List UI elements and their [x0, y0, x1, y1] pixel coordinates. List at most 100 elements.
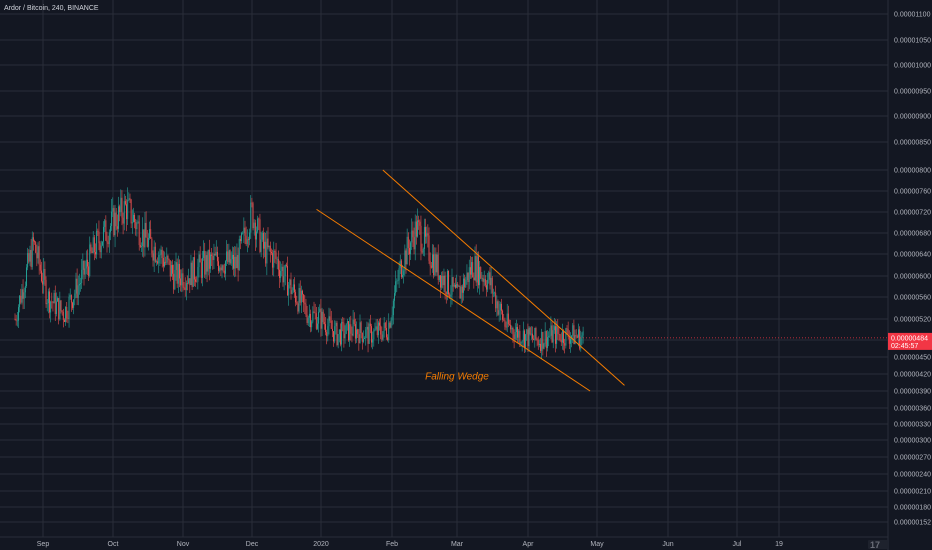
candle-body — [26, 267, 27, 287]
candle-body — [448, 270, 449, 295]
candle-body — [166, 255, 168, 263]
price-tick-label: 0.00000450 — [894, 355, 931, 362]
candle-body — [267, 238, 269, 248]
candle-body — [576, 336, 578, 338]
tradingview-logo: 17 — [868, 540, 888, 550]
candle-body — [557, 326, 559, 334]
candle-body — [92, 237, 94, 254]
price-tick-label: 0.00001000 — [894, 63, 931, 70]
candle-body — [570, 338, 571, 344]
candle-body — [203, 250, 205, 258]
trendline-lower[interactable] — [316, 208, 591, 392]
candle-body — [76, 278, 78, 298]
candle-body — [184, 287, 186, 291]
candle-body — [60, 300, 62, 311]
candle-body — [208, 249, 210, 269]
candle-body — [143, 229, 145, 248]
date-tick-label: Sep — [37, 541, 50, 548]
candle-body — [242, 232, 244, 234]
candle-body — [438, 275, 440, 280]
candle-body — [19, 295, 21, 308]
candle-body — [478, 256, 479, 286]
candle-body — [192, 257, 194, 287]
candle-body — [529, 327, 531, 335]
candle-body — [173, 273, 175, 290]
candle-body — [254, 222, 256, 240]
candle-body — [302, 290, 303, 295]
candle-body — [386, 328, 387, 338]
price-tick-label: 0.00001050 — [894, 38, 931, 45]
candle-body — [371, 326, 372, 343]
candle-body — [183, 287, 185, 289]
candle-body — [559, 334, 561, 341]
price-tick-label: 0.00000950 — [894, 89, 931, 96]
candle-body — [421, 251, 423, 253]
trendlines[interactable] — [316, 169, 625, 392]
candle-body — [142, 229, 144, 247]
candle-body — [461, 286, 463, 293]
candle-body — [392, 300, 394, 316]
candle-body — [16, 320, 18, 322]
candle-body — [99, 243, 101, 253]
candle-body — [425, 227, 426, 237]
grid — [0, 0, 888, 537]
candle-body — [119, 206, 121, 212]
candle-body — [176, 262, 178, 284]
candle-body — [580, 337, 582, 349]
candle-body — [319, 308, 321, 312]
candle-body — [261, 232, 263, 240]
price-axis[interactable]: 0.00001100 0.00001050 0.00001000 0.00000950… — [894, 12, 931, 527]
candle-body — [460, 286, 462, 299]
candle-body — [376, 326, 378, 336]
candle-body — [467, 272, 469, 282]
candle-body — [262, 232, 264, 249]
candle-body — [54, 292, 56, 315]
candle-body — [212, 255, 214, 260]
time-axis[interactable]: Sep Oct Nov Dec 2020 Feb Mar Apr May Jun Jul 19 — [37, 541, 783, 548]
candle-body — [443, 275, 445, 286]
candle-body — [219, 267, 221, 271]
candle-body — [59, 300, 61, 320]
candle-body — [429, 260, 431, 266]
candle-body — [144, 222, 146, 248]
candle-body — [295, 292, 297, 303]
candle-body — [197, 267, 199, 282]
candle-body — [495, 292, 497, 309]
candle-body — [341, 322, 343, 345]
candle-body — [218, 261, 219, 271]
candle-body — [237, 255, 239, 271]
candle-body — [243, 227, 245, 233]
candle-body — [322, 311, 324, 323]
price-tick-label: 0.00000760 — [894, 189, 931, 196]
candle-body — [553, 326, 555, 331]
candle-body — [475, 256, 477, 283]
candle-body — [400, 260, 402, 277]
candle-body — [515, 327, 517, 333]
candle-body — [331, 328, 333, 332]
candle-body — [552, 330, 554, 343]
price-tick-label: 0.00000850 — [894, 140, 931, 147]
candle-body — [273, 250, 275, 268]
candle-body — [289, 279, 291, 286]
candle-body — [397, 280, 399, 282]
candle-body — [330, 320, 332, 329]
candle-body — [503, 319, 505, 321]
candle-body — [489, 272, 491, 286]
candle-body — [64, 319, 65, 323]
candle-body — [288, 285, 290, 296]
price-tick-label: 0.00000270 — [894, 455, 931, 462]
candle-body — [394, 293, 395, 301]
candle-body — [151, 238, 153, 254]
candle-body — [367, 326, 369, 344]
candle-body — [96, 230, 98, 255]
candle-body — [141, 246, 142, 247]
candle-body — [41, 270, 42, 282]
candle-body — [479, 267, 481, 286]
price-tick-label: 0.00000300 — [894, 438, 931, 445]
candle-body — [581, 335, 583, 338]
candle-body — [307, 317, 309, 323]
trendline-upper[interactable] — [382, 169, 625, 386]
candle-body — [560, 340, 562, 343]
candle-body — [45, 279, 47, 305]
